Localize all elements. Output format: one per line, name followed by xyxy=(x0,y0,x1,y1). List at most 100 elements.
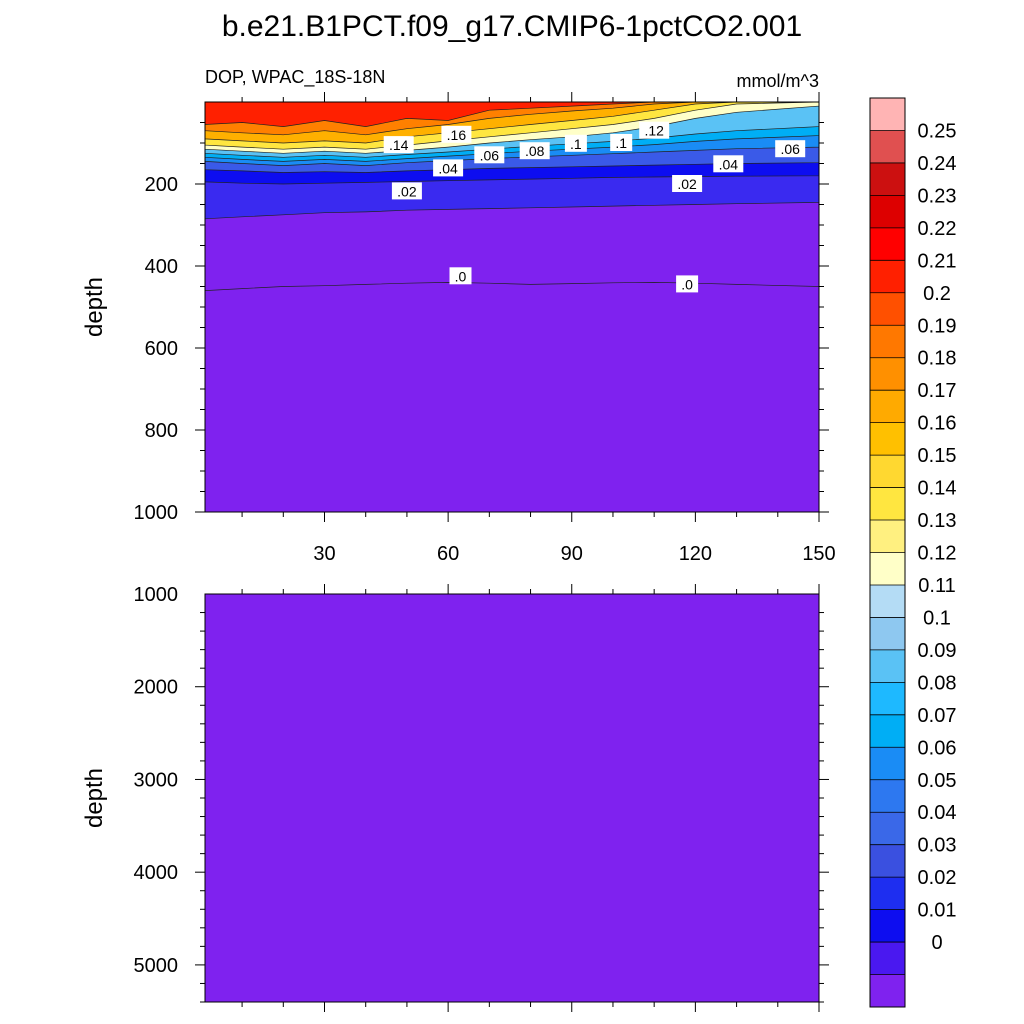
contour-label: .14 xyxy=(389,137,409,153)
contour-label-bg xyxy=(672,175,703,192)
colorbar-swatch xyxy=(870,779,905,813)
colorbar-swatch xyxy=(870,844,905,878)
colorbar-swatch xyxy=(870,227,905,261)
colorbar-label: 0 xyxy=(931,932,942,954)
colorbar-swatch xyxy=(870,714,905,748)
colorbar-swatch xyxy=(870,195,905,229)
colorbar-swatch xyxy=(870,584,905,618)
colorbar-swatch xyxy=(870,325,905,359)
contour-label: .1 xyxy=(615,135,627,151)
upper-y-tick-label: 600 xyxy=(145,338,178,360)
colorbar-label: 0.24 xyxy=(918,153,957,175)
colorbar-label: 0.18 xyxy=(918,348,957,370)
upper-x-axis: 30 60 90 120 150 xyxy=(241,92,836,565)
contour-label-bg xyxy=(449,267,472,285)
lower-y-tick-label: 3000 xyxy=(134,769,179,791)
colorbar-swatch xyxy=(870,974,905,1008)
colorbar-label: 0.13 xyxy=(918,510,957,532)
colorbar-label: 0.04 xyxy=(918,802,957,824)
contour-label: .06 xyxy=(780,141,800,157)
lower-y-axis-title: depth xyxy=(81,768,108,828)
upper-y-tick-label: 400 xyxy=(145,256,178,278)
colorbar-swatch xyxy=(870,942,905,975)
colorbar-label: 0.1 xyxy=(923,607,951,629)
colorbar-label: 0.06 xyxy=(918,737,957,759)
colorbar-label: 0.16 xyxy=(918,413,957,435)
colorbar-swatch xyxy=(870,812,905,845)
upper-y-tick-label: 1000 xyxy=(134,502,179,524)
upper-y-axis-title: depth xyxy=(81,277,108,337)
colorbar-label: 0.02 xyxy=(918,867,957,889)
upper-units-label: mmol/m^3 xyxy=(737,71,819,91)
colorbar-label: 0.11 xyxy=(918,575,955,597)
colorbar-label: 0.05 xyxy=(918,770,957,792)
colorbar-swatch xyxy=(870,260,905,294)
contour-label-bg xyxy=(441,125,472,143)
contour-label-bg xyxy=(474,146,505,164)
colorbar-swatch xyxy=(870,649,905,683)
colorbar-swatch xyxy=(870,455,905,488)
colorbar-swatch xyxy=(870,552,905,586)
contour-label: .08 xyxy=(525,143,545,159)
upper-x-tick-label: 90 xyxy=(561,543,583,565)
colorbar-swatch xyxy=(870,357,905,391)
colorbar-swatch xyxy=(870,130,905,164)
upper-y-tick-label: 800 xyxy=(145,420,178,442)
colorbar-label: 0.2 xyxy=(923,283,951,305)
colorbar-label: 0.09 xyxy=(918,640,957,662)
lower-panel: 1000 2000 3000 4000 5000 depth xyxy=(81,584,829,1012)
colorbar-label: 0.19 xyxy=(918,315,957,337)
contour-label: .1 xyxy=(570,136,582,152)
lower-y-tick-label: 1000 xyxy=(134,584,179,606)
colorbar-swatch xyxy=(870,162,905,196)
colorbar-swatch xyxy=(870,682,905,716)
lower-y-tick-label: 5000 xyxy=(134,955,179,977)
upper-x-tick-label: 150 xyxy=(802,543,835,565)
contour-label: .06 xyxy=(480,147,500,163)
lower-x-axis xyxy=(241,584,820,1012)
colorbar-swatch xyxy=(870,487,905,521)
lower-y-tick-label: 4000 xyxy=(134,862,179,884)
contour-label: .0 xyxy=(455,268,467,284)
upper-x-tick-label: 30 xyxy=(313,543,335,565)
colorbar-label: 0.03 xyxy=(918,835,957,857)
upper-panel: .16 .14 .12 .1 .1 .08 .06 .06 .04 .04 .02 .02 .0 .0 3… xyxy=(81,92,836,565)
contour-label-bg xyxy=(713,155,744,173)
upper-contours xyxy=(204,101,820,291)
upper-left-label: DOP, WPAC_18S-18N xyxy=(205,67,385,88)
colorbar: 0.25 0.24 0.23 0.22 0.21 0.2 0.19 0.18 0.17 0.16 0… xyxy=(869,97,957,1008)
colorbar-label: 0.17 xyxy=(918,380,957,402)
colorbar-label: 0.12 xyxy=(918,543,957,565)
chart-title: b.e21.B1PCT.f09_g17.CMIP6-1pctCO2.001 xyxy=(222,10,802,43)
upper-x-tick-label: 60 xyxy=(437,543,459,565)
contour-label-bg xyxy=(639,121,670,139)
lower-y-tick-label: 2000 xyxy=(134,677,179,699)
contour-label-bg xyxy=(610,134,633,151)
colorbar-label: 0.21 xyxy=(918,250,957,272)
colorbar-label: 0.14 xyxy=(918,478,957,500)
colorbar-label: 0.08 xyxy=(918,672,957,694)
contour-label-bg xyxy=(519,142,550,160)
colorbar-label: 0.15 xyxy=(918,445,957,467)
colorbar-swatch xyxy=(870,390,905,423)
lower-plot-area xyxy=(205,594,819,1002)
colorbar-label: 0.22 xyxy=(918,218,957,240)
colorbar-label: 0.23 xyxy=(918,185,957,207)
upper-contour-labels: .16 .14 .12 .1 .1 .08 .06 .06 .04 .04 .02 .02 .0 .0 xyxy=(383,121,806,293)
colorbar-frame xyxy=(869,97,906,1008)
contour-label-bg xyxy=(775,140,806,158)
colorbar-label: 0.25 xyxy=(918,121,957,143)
colorbar-swatch xyxy=(870,617,905,651)
contour-label: .04 xyxy=(719,156,739,172)
colorbar-label: 0.07 xyxy=(918,705,957,727)
colorbar-swatch xyxy=(870,877,905,910)
colorbar-swatch xyxy=(870,909,905,943)
contour-label-bg xyxy=(391,182,422,200)
contour-label-bg xyxy=(383,136,414,154)
contour-label: .0 xyxy=(681,276,693,292)
colorbar-swatch xyxy=(870,98,905,131)
contour-label: .12 xyxy=(644,123,664,139)
colorbar-swatch xyxy=(870,292,905,326)
contour-label: .02 xyxy=(397,183,417,199)
lower-y-axis: 1000 2000 3000 4000 5000 xyxy=(134,584,829,1003)
